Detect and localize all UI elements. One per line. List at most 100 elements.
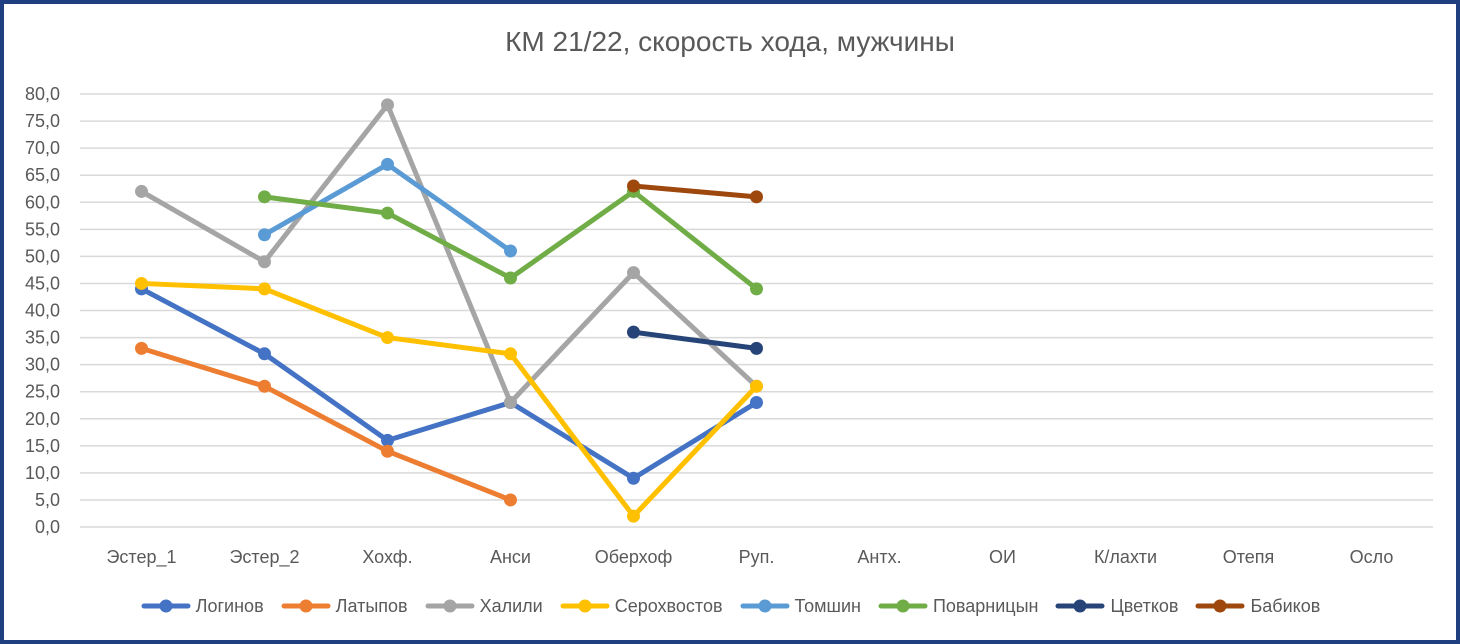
- chart-title: КМ 21/22, скорость хода, мужчины: [505, 26, 955, 57]
- x-tick-label: Анси: [490, 547, 531, 567]
- legend-swatch: [425, 599, 475, 613]
- data-point: [258, 282, 271, 296]
- legend: Логинов Латыпов Халили Серохвостов Томшин Пов…: [0, 592, 1460, 620]
- data-point: [258, 347, 271, 361]
- y-tick-label: 55,0: [25, 219, 60, 239]
- legend-swatch-marker: [758, 599, 772, 613]
- data-point: [381, 206, 394, 220]
- x-tick-label: Оберхоф: [595, 547, 673, 567]
- y-tick-label: 25,0: [25, 382, 60, 402]
- x-tick-label: Осло: [1350, 547, 1394, 567]
- legend-label: Томшин: [794, 595, 861, 616]
- legend-swatch-marker: [578, 599, 592, 613]
- legend-swatch-marker: [1073, 599, 1087, 613]
- data-point: [135, 276, 148, 290]
- y-tick-label: 60,0: [25, 192, 60, 212]
- x-tick-label: ОИ: [989, 547, 1016, 567]
- legend-item: Логинов: [140, 596, 264, 617]
- x-tick-label: Эстер_1: [106, 547, 176, 568]
- data-point: [135, 184, 148, 198]
- data-point: [504, 396, 517, 410]
- y-tick-label: 30,0: [25, 355, 60, 375]
- legend-label: Цветков: [1110, 595, 1179, 616]
- legend-label: Поварницын: [932, 595, 1039, 616]
- data-point: [135, 341, 148, 355]
- data-point: [381, 331, 394, 345]
- legend-swatch: [560, 599, 610, 613]
- y-tick-label: 75,0: [25, 111, 60, 131]
- data-point: [750, 282, 763, 296]
- data-point: [627, 325, 640, 339]
- y-tick-label: 10,0: [25, 463, 60, 483]
- x-tick-label: Эстер_2: [229, 547, 299, 568]
- legend-label: Серохвостов: [614, 595, 723, 616]
- data-point: [504, 347, 517, 361]
- legend-swatch: [1195, 599, 1245, 613]
- data-point: [258, 379, 271, 393]
- x-tick-label: Антх.: [857, 547, 901, 567]
- legend-label: Халили: [479, 595, 543, 616]
- y-tick-label: 70,0: [25, 138, 60, 158]
- legend-label: Логинов: [195, 595, 264, 616]
- x-tick-label: Отепя: [1223, 547, 1275, 567]
- legend-item: Серохвостов: [559, 596, 723, 617]
- data-point: [750, 190, 763, 204]
- legend-item: Латыпов: [280, 596, 408, 617]
- legend-label: Бабиков: [1250, 595, 1321, 616]
- y-tick-label: 15,0: [25, 436, 60, 456]
- data-point: [381, 157, 394, 171]
- y-tick-label: 65,0: [25, 165, 60, 185]
- data-point: [381, 444, 394, 458]
- y-tick-label: 45,0: [25, 273, 60, 293]
- legend-item: Цветков: [1054, 596, 1178, 617]
- legend-item: Бабиков: [1194, 596, 1320, 617]
- data-point: [750, 396, 763, 410]
- series-line: [139, 102, 759, 406]
- data-point: [381, 433, 394, 447]
- data-point: [627, 179, 640, 193]
- legend-swatch: [740, 599, 790, 613]
- x-tick-label: Хохф.: [362, 547, 412, 567]
- data-point: [627, 509, 640, 523]
- legend-swatch: [281, 599, 331, 613]
- data-point: [504, 244, 517, 258]
- y-tick-label: 35,0: [25, 328, 60, 348]
- legend-item: Поварницын: [877, 595, 1039, 617]
- legend-item: Халили: [424, 596, 543, 617]
- series-line: [139, 280, 759, 519]
- legend-swatch-marker: [159, 599, 173, 613]
- data-point: [258, 190, 271, 204]
- series-line: [139, 286, 759, 481]
- legend-swatch: [141, 599, 191, 613]
- data-point: [381, 98, 394, 112]
- legend-swatch-marker: [299, 599, 313, 613]
- x-tick-label: К/лахти: [1094, 547, 1157, 567]
- legend-swatch-marker: [443, 599, 457, 613]
- data-point: [627, 471, 640, 485]
- data-point: [258, 228, 271, 242]
- x-tick-label: Руп.: [739, 547, 775, 567]
- data-point: [504, 271, 517, 285]
- y-tick-label: 80,0: [25, 84, 60, 104]
- legend-label: Латыпов: [335, 595, 408, 616]
- y-tick-label: 20,0: [25, 409, 60, 429]
- y-tick-label: 0,0: [35, 517, 60, 537]
- data-point: [750, 379, 763, 393]
- series-line: [631, 329, 759, 351]
- legend-item: Томшин: [739, 596, 861, 617]
- y-tick-label: 50,0: [25, 246, 60, 266]
- y-tick-label: 40,0: [25, 301, 60, 321]
- legend-swatch: [878, 599, 928, 613]
- legend-swatch: [1055, 599, 1105, 613]
- data-point: [627, 266, 640, 280]
- data-point: [750, 341, 763, 355]
- legend-swatch-marker: [1213, 599, 1227, 613]
- data-point: [504, 493, 517, 507]
- series-line: [139, 345, 513, 503]
- y-tick-label: 5,0: [35, 490, 60, 510]
- series-line: [631, 183, 759, 200]
- data-point: [258, 255, 271, 269]
- legend-swatch-marker: [896, 599, 910, 613]
